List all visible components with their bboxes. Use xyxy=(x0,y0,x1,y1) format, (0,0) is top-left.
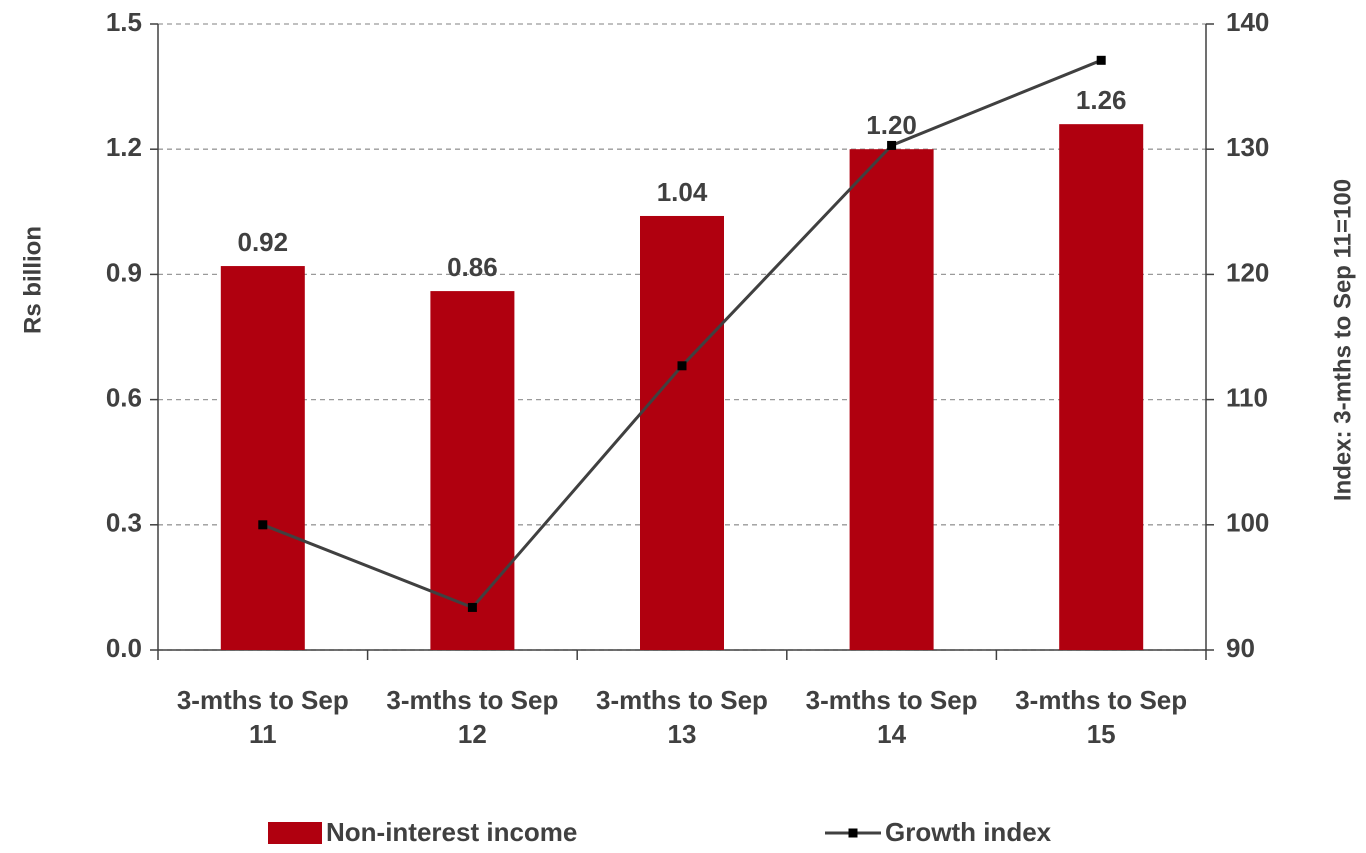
y2-tick-label: 100 xyxy=(1226,508,1269,538)
y-tick-label: 0.0 xyxy=(106,633,142,663)
y2-tick-label: 120 xyxy=(1226,257,1269,287)
x-tick-label: 3-mths to Sep 13 xyxy=(596,685,768,749)
line-marker xyxy=(887,140,897,150)
line-marker xyxy=(467,602,477,612)
legend-label: Growth index xyxy=(885,817,1052,847)
y-tick-label: 0.9 xyxy=(106,257,142,287)
y2-tick-label: 90 xyxy=(1226,633,1255,663)
data-label: 1.20 xyxy=(866,110,917,140)
y-tick-label: 0.3 xyxy=(106,508,142,538)
x-tick-label: 3-mths to Sep 11 xyxy=(176,685,349,749)
line-marker xyxy=(677,361,687,371)
bar xyxy=(220,266,305,650)
data-label: 0.92 xyxy=(237,227,288,257)
bar xyxy=(430,291,515,650)
y2-tick-label: 130 xyxy=(1226,132,1269,162)
data-label: 1.04 xyxy=(657,177,708,207)
data-label: 0.86 xyxy=(447,252,498,282)
y2-tick-label: 110 xyxy=(1226,382,1268,412)
legend-label: Non-interest income xyxy=(326,817,577,847)
y-tick-label: 1.2 xyxy=(106,132,142,162)
legend-marker xyxy=(848,828,858,838)
bar xyxy=(1059,124,1144,650)
y-tick-label: 0.6 xyxy=(106,382,142,412)
x-tick-label: 3-mths to Sep 15 xyxy=(1015,685,1188,749)
y-tick-label: 1.5 xyxy=(106,7,142,37)
bar xyxy=(640,215,724,650)
y-axis-title: Rs billion xyxy=(19,226,46,334)
y2-tick-label: 140 xyxy=(1226,7,1269,37)
x-tick-label: 3-mths to Sep 14 xyxy=(805,685,978,749)
x-tick-label: 3-mths to Sep 12 xyxy=(386,685,559,749)
data-label: 1.26 xyxy=(1076,85,1127,115)
line-marker xyxy=(1096,55,1106,65)
bar xyxy=(849,149,934,650)
line-marker xyxy=(258,520,268,530)
legend-swatch xyxy=(268,822,322,844)
y2-axis-title: Index: 3-mths to Sep 11=100 xyxy=(1329,179,1356,501)
